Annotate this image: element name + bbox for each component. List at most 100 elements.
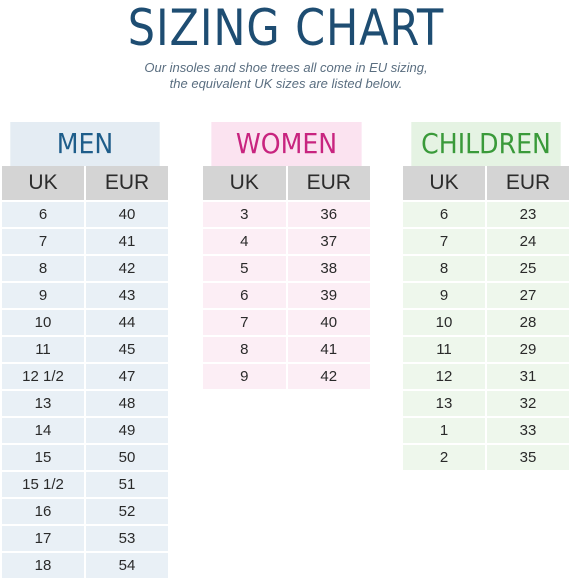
table-row: 10 44 bbox=[2, 308, 168, 335]
table-row: 10 28 bbox=[403, 308, 569, 335]
table-row: 6 40 bbox=[2, 200, 168, 227]
eur-size-cell: 42 bbox=[320, 368, 338, 385]
eur-size-cell: 49 bbox=[118, 422, 136, 439]
table-row: 13 32 bbox=[403, 389, 569, 416]
uk-size-cell: 6 bbox=[2, 202, 86, 227]
uk-size-cell: 10 bbox=[403, 310, 487, 335]
table-row: 12 1/2 47 bbox=[2, 362, 168, 389]
children-rows: 6 23 7 24 8 25 9 27 10 28 11 29 12 31 13 32 1 33 2 35 bbox=[403, 200, 569, 470]
uk-size-cell: 2 bbox=[403, 445, 487, 470]
uk-size-cell: 10 bbox=[2, 310, 86, 335]
eur-size-cell: 31 bbox=[519, 368, 537, 385]
uk-size-cell: 14 bbox=[2, 418, 86, 443]
table-row: 7 41 bbox=[2, 227, 168, 254]
eur-size-cell: 23 bbox=[519, 206, 537, 223]
uk-size-cell: 6 bbox=[203, 283, 288, 308]
table-row: 16 52 bbox=[2, 497, 168, 524]
uk-size-cell: 16 bbox=[2, 499, 86, 524]
uk-size-cell: 11 bbox=[2, 337, 86, 362]
eur-size-cell: 37 bbox=[320, 233, 338, 250]
uk-size-cell: 8 bbox=[203, 337, 288, 362]
page-subtitle: Our insoles and shoe trees all come in E… bbox=[0, 60, 572, 92]
children-heading: CHILDREN bbox=[411, 122, 561, 166]
children-size-table: CHILDREN UK EUR 6 23 7 24 8 25 9 27 10 28 11 29 12 31… bbox=[403, 122, 569, 470]
uk-size-cell: 13 bbox=[2, 391, 86, 416]
eur-size-cell: 35 bbox=[519, 449, 537, 466]
uk-size-cell: 7 bbox=[203, 310, 288, 335]
uk-size-cell: 7 bbox=[403, 229, 487, 254]
eur-column-label: EUR bbox=[306, 171, 351, 194]
page-title: SIZING CHART bbox=[127, 0, 445, 57]
table-row: 8 25 bbox=[403, 254, 569, 281]
men-column-header: UK EUR bbox=[2, 166, 168, 200]
table-row: 8 42 bbox=[2, 254, 168, 281]
uk-size-cell: 12 1/2 bbox=[2, 364, 86, 389]
table-row: 5 38 bbox=[203, 254, 370, 281]
uk-size-cell: 13 bbox=[403, 391, 487, 416]
eur-size-cell: 27 bbox=[519, 287, 537, 304]
eur-size-cell: 40 bbox=[118, 206, 136, 223]
uk-size-cell: 9 bbox=[2, 283, 86, 308]
eur-size-cell: 54 bbox=[118, 557, 136, 574]
eur-size-cell: 33 bbox=[519, 422, 537, 439]
uk-size-cell: 4 bbox=[203, 229, 288, 254]
uk-size-cell: 9 bbox=[203, 364, 288, 389]
eur-size-cell: 24 bbox=[519, 233, 537, 250]
eur-size-cell: 36 bbox=[320, 206, 338, 223]
table-row: 13 48 bbox=[2, 389, 168, 416]
women-heading: WOMEN bbox=[211, 122, 362, 166]
table-row: 7 24 bbox=[403, 227, 569, 254]
uk-size-cell: 18 bbox=[2, 553, 86, 578]
uk-size-cell: 12 bbox=[403, 364, 487, 389]
subtitle-line-2: the equivalent UK sizes are listed below… bbox=[169, 76, 403, 91]
table-row: 6 23 bbox=[403, 200, 569, 227]
women-size-table: WOMEN UK EUR 3 36 4 37 5 38 6 39 7 40 8 41 9 42 bbox=[203, 122, 370, 389]
men-heading: MEN bbox=[10, 122, 160, 166]
eur-size-cell: 47 bbox=[118, 368, 136, 385]
eur-size-cell: 32 bbox=[519, 395, 537, 412]
table-row: 9 43 bbox=[2, 281, 168, 308]
children-column-header: UK EUR bbox=[403, 166, 569, 200]
table-row: 11 29 bbox=[403, 335, 569, 362]
table-row: 12 31 bbox=[403, 362, 569, 389]
uk-size-cell: 15 bbox=[2, 445, 86, 470]
table-row: 9 27 bbox=[403, 281, 569, 308]
eur-size-cell: 45 bbox=[118, 341, 136, 358]
uk-size-cell: 9 bbox=[403, 283, 487, 308]
uk-size-cell: 6 bbox=[403, 202, 487, 227]
eur-size-cell: 48 bbox=[118, 395, 136, 412]
eur-size-cell: 53 bbox=[118, 530, 136, 547]
uk-column-label: UK bbox=[2, 166, 86, 200]
eur-size-cell: 38 bbox=[320, 260, 338, 277]
table-row: 6 39 bbox=[203, 281, 370, 308]
table-row: 14 49 bbox=[2, 416, 168, 443]
table-row: 15 50 bbox=[2, 443, 168, 470]
men-size-table: MEN UK EUR 6 40 7 41 8 42 9 43 10 44 11 45 12 1/2 47 1… bbox=[2, 122, 168, 578]
table-row: 1 33 bbox=[403, 416, 569, 443]
uk-column-label: UK bbox=[203, 166, 288, 200]
eur-column-label: EUR bbox=[505, 171, 551, 194]
table-row: 11 45 bbox=[2, 335, 168, 362]
eur-size-cell: 41 bbox=[320, 341, 338, 358]
women-column-header: UK EUR bbox=[203, 166, 370, 200]
table-row: 17 53 bbox=[2, 524, 168, 551]
eur-size-cell: 52 bbox=[118, 503, 136, 520]
eur-size-cell: 42 bbox=[118, 260, 136, 277]
eur-size-cell: 29 bbox=[519, 341, 537, 358]
uk-size-cell: 11 bbox=[403, 337, 487, 362]
women-rows: 3 36 4 37 5 38 6 39 7 40 8 41 9 42 bbox=[203, 200, 370, 389]
uk-size-cell: 1 bbox=[403, 418, 487, 443]
uk-size-cell: 5 bbox=[203, 256, 288, 281]
table-row: 2 35 bbox=[403, 443, 569, 470]
uk-size-cell: 8 bbox=[403, 256, 487, 281]
eur-size-cell: 40 bbox=[320, 314, 338, 331]
table-row: 7 40 bbox=[203, 308, 370, 335]
eur-size-cell: 25 bbox=[519, 260, 537, 277]
eur-column-label: EUR bbox=[104, 171, 150, 194]
table-row: 15 1/2 51 bbox=[2, 470, 168, 497]
table-row: 4 37 bbox=[203, 227, 370, 254]
table-row: 3 36 bbox=[203, 200, 370, 227]
men-rows: 6 40 7 41 8 42 9 43 10 44 11 45 12 1/2 47 13 48 14 49 15 50… bbox=[2, 200, 168, 578]
eur-size-cell: 39 bbox=[320, 287, 338, 304]
eur-size-cell: 51 bbox=[118, 476, 136, 493]
